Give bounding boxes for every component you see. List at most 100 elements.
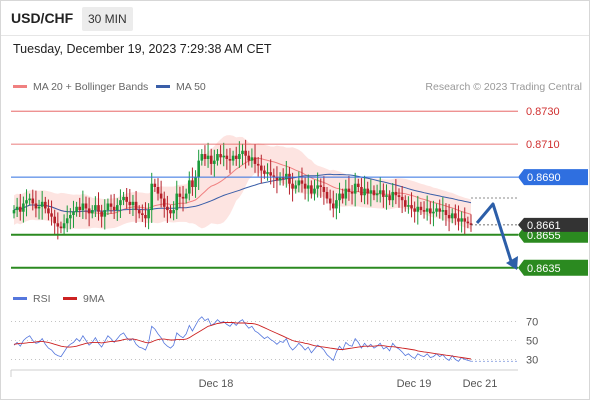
bollinger-bands bbox=[14, 135, 471, 230]
candle-body bbox=[388, 195, 391, 201]
candle bbox=[122, 191, 125, 206]
candle bbox=[53, 209, 56, 235]
candle-body bbox=[203, 154, 207, 159]
support-tag bbox=[518, 259, 588, 276]
last-price-label: 0.8661 bbox=[527, 220, 561, 232]
candle-body bbox=[47, 208, 50, 214]
candle-body bbox=[219, 154, 222, 158]
rsi-panel: 70 50 30 bbox=[11, 316, 538, 366]
candle-body bbox=[53, 216, 56, 224]
candle-body bbox=[310, 185, 313, 194]
candle bbox=[94, 196, 97, 217]
candle-body bbox=[72, 211, 75, 216]
candle-body bbox=[166, 206, 169, 211]
candle bbox=[253, 144, 257, 173]
candle-body bbox=[94, 205, 97, 211]
candle bbox=[469, 214, 473, 232]
candle-body bbox=[306, 185, 310, 189]
candle bbox=[191, 167, 194, 196]
candle-body bbox=[325, 191, 329, 199]
candle-body bbox=[450, 213, 454, 219]
candle bbox=[429, 201, 432, 225]
main-legend: MA 20 + Bollinger Bands MA 50 Research ©… bbox=[13, 81, 582, 93]
candle bbox=[347, 175, 351, 201]
candle-body bbox=[200, 154, 204, 161]
candle-body bbox=[460, 218, 463, 222]
candle-body bbox=[294, 185, 298, 189]
candle bbox=[450, 208, 454, 224]
candle bbox=[178, 186, 182, 208]
candle-body bbox=[300, 180, 304, 184]
candle-body bbox=[150, 183, 154, 211]
candle-body bbox=[391, 191, 395, 201]
candle-body bbox=[341, 193, 344, 199]
candle-body bbox=[22, 203, 25, 212]
candle bbox=[22, 196, 25, 223]
candle bbox=[34, 190, 38, 218]
candle bbox=[75, 201, 78, 217]
candle-body bbox=[360, 187, 363, 196]
candle-body bbox=[209, 155, 213, 164]
candle bbox=[407, 196, 410, 214]
candle-body bbox=[335, 200, 338, 209]
candle bbox=[256, 157, 260, 177]
rsi-tick-label: 70 bbox=[526, 317, 538, 329]
candle-body bbox=[197, 160, 200, 178]
candle bbox=[206, 142, 210, 168]
candle-body bbox=[316, 185, 319, 189]
candle-body bbox=[422, 210, 426, 212]
candle-body bbox=[353, 183, 357, 194]
candle bbox=[278, 172, 282, 186]
candle bbox=[184, 188, 188, 204]
candle-body bbox=[187, 180, 191, 194]
candle-body bbox=[178, 193, 182, 197]
candle-body bbox=[231, 155, 235, 161]
candle-body bbox=[394, 191, 398, 196]
candle-body bbox=[75, 206, 78, 212]
candle bbox=[297, 171, 301, 193]
candle bbox=[375, 184, 379, 203]
candle bbox=[341, 188, 344, 204]
candle bbox=[344, 179, 348, 206]
candle-body bbox=[372, 190, 376, 196]
candle bbox=[350, 185, 354, 205]
candle bbox=[228, 148, 232, 174]
candle-body bbox=[119, 200, 122, 206]
candle-body bbox=[216, 154, 219, 161]
candle bbox=[300, 167, 304, 193]
candle-body bbox=[347, 188, 351, 192]
candle bbox=[466, 216, 470, 229]
last-price-tag bbox=[518, 217, 588, 232]
candle bbox=[385, 184, 388, 210]
header-divider bbox=[1, 35, 589, 36]
candle-body bbox=[147, 210, 150, 219]
candle-body bbox=[435, 208, 438, 212]
candle bbox=[209, 148, 213, 175]
candle bbox=[269, 159, 272, 185]
candle bbox=[222, 142, 226, 167]
candle-body bbox=[331, 203, 335, 209]
candle bbox=[382, 183, 385, 208]
candle-body bbox=[44, 201, 47, 209]
candle-body bbox=[137, 210, 141, 214]
timeframe-button[interactable]: 30 MIN bbox=[82, 7, 133, 31]
candle bbox=[388, 190, 391, 206]
candle bbox=[416, 195, 420, 225]
candle bbox=[238, 141, 241, 168]
candlesticks bbox=[12, 139, 473, 240]
candle-body bbox=[319, 185, 323, 187]
candle bbox=[90, 205, 94, 219]
candle bbox=[250, 148, 254, 168]
candle bbox=[44, 196, 47, 214]
candle-body bbox=[191, 180, 194, 187]
candle-body bbox=[122, 196, 125, 201]
candle bbox=[244, 139, 247, 169]
candle bbox=[115, 198, 119, 221]
candle-body bbox=[281, 177, 285, 179]
candle-body bbox=[169, 210, 172, 214]
candle bbox=[288, 166, 291, 195]
candle-body bbox=[425, 208, 429, 212]
candle-body bbox=[253, 157, 257, 164]
candle-body bbox=[34, 203, 38, 209]
candle-body bbox=[403, 200, 407, 207]
